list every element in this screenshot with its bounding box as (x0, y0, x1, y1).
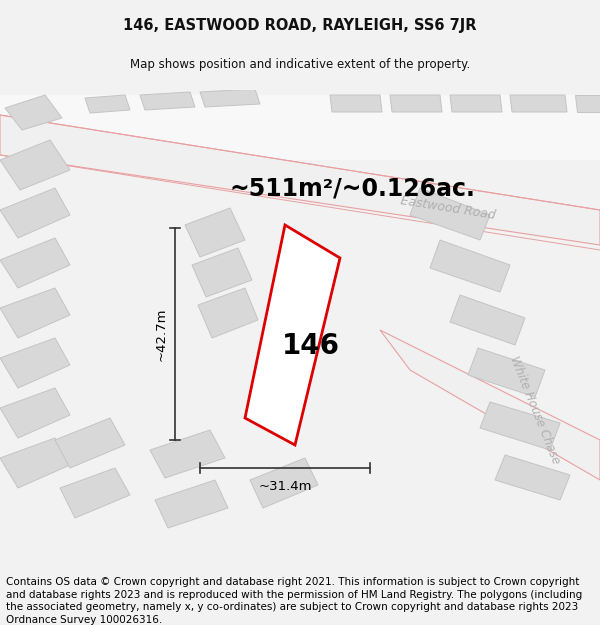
Polygon shape (250, 458, 318, 508)
Polygon shape (0, 438, 70, 488)
Polygon shape (245, 225, 340, 445)
Polygon shape (0, 338, 70, 388)
Polygon shape (480, 402, 560, 450)
Text: 146, EASTWOOD ROAD, RAYLEIGH, SS6 7JR: 146, EASTWOOD ROAD, RAYLEIGH, SS6 7JR (123, 18, 477, 32)
Polygon shape (510, 95, 567, 112)
Polygon shape (150, 430, 225, 478)
Polygon shape (450, 95, 502, 112)
Polygon shape (575, 95, 600, 112)
Polygon shape (155, 480, 228, 528)
Polygon shape (0, 95, 600, 160)
Polygon shape (85, 95, 130, 113)
Polygon shape (380, 330, 600, 480)
Polygon shape (0, 388, 70, 438)
Polygon shape (430, 240, 510, 292)
Polygon shape (55, 418, 125, 468)
Polygon shape (200, 89, 260, 107)
Polygon shape (198, 288, 258, 338)
Polygon shape (60, 468, 130, 518)
Text: ~31.4m: ~31.4m (258, 480, 312, 493)
Polygon shape (192, 248, 252, 297)
Polygon shape (0, 238, 70, 288)
Text: White House Chase: White House Chase (508, 354, 563, 466)
Polygon shape (390, 95, 442, 112)
Polygon shape (0, 115, 600, 245)
Polygon shape (468, 348, 545, 397)
Polygon shape (185, 208, 245, 257)
Text: ~42.7m: ~42.7m (155, 308, 168, 361)
Polygon shape (0, 188, 70, 238)
Text: ~511m²/~0.126ac.: ~511m²/~0.126ac. (230, 176, 476, 200)
Text: 146: 146 (282, 332, 340, 361)
Text: Contains OS data © Crown copyright and database right 2021. This information is : Contains OS data © Crown copyright and d… (6, 577, 582, 625)
Polygon shape (410, 188, 490, 240)
Polygon shape (0, 288, 70, 338)
Polygon shape (0, 140, 70, 190)
Polygon shape (5, 95, 62, 130)
Text: Map shows position and indicative extent of the property.: Map shows position and indicative extent… (130, 58, 470, 71)
Polygon shape (140, 92, 195, 110)
Text: Eastwood Road: Eastwood Road (400, 194, 497, 222)
Polygon shape (330, 95, 382, 112)
Polygon shape (495, 455, 570, 500)
Polygon shape (450, 295, 525, 345)
